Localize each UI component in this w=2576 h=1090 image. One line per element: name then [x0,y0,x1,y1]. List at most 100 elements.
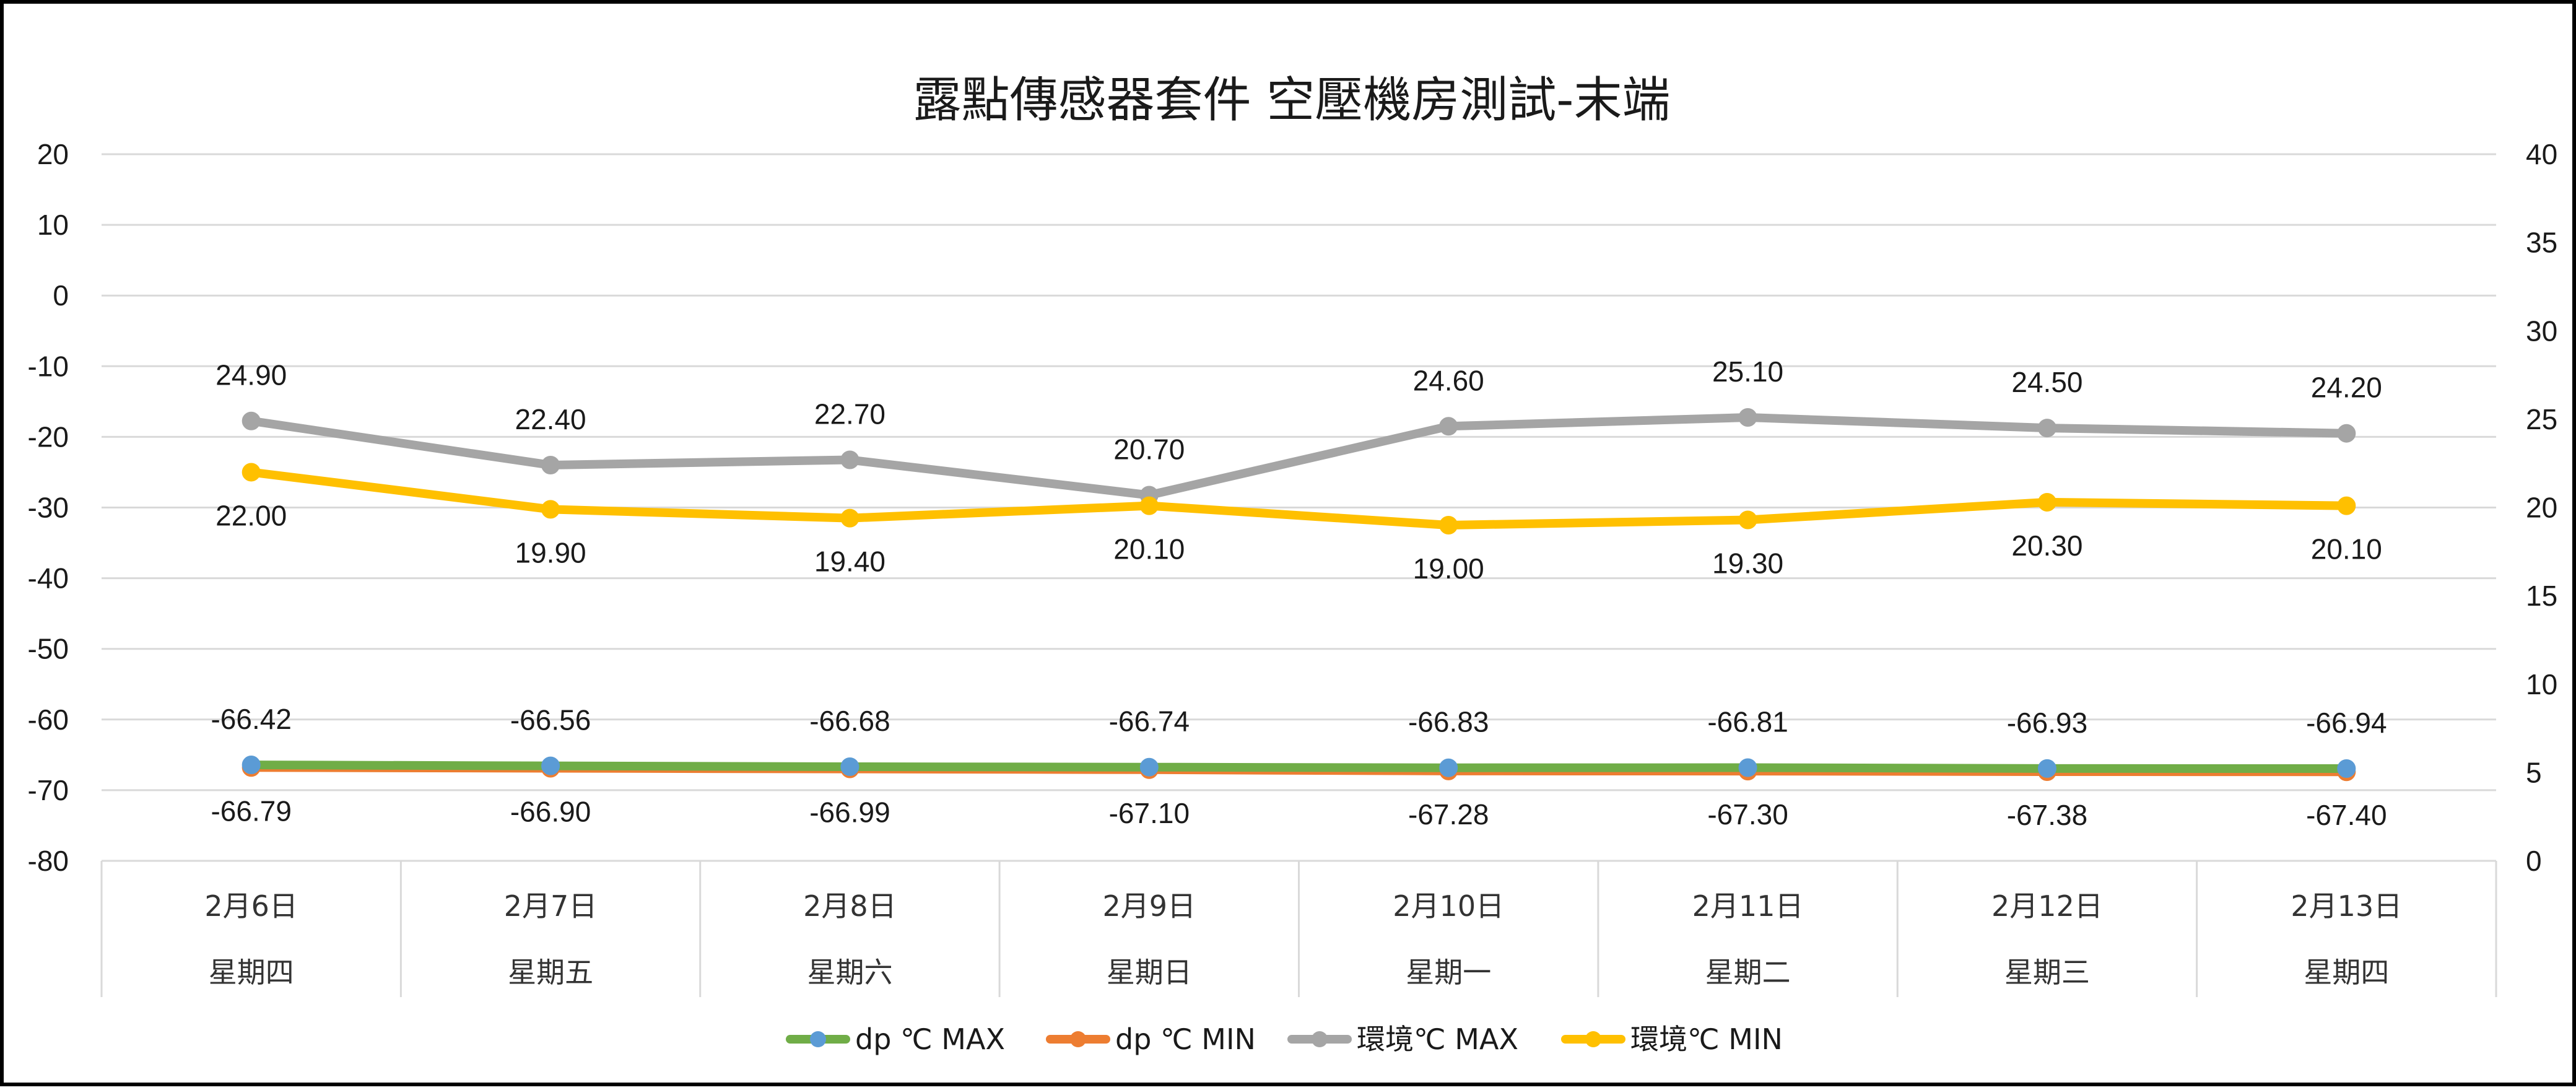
data-label: 19.30 [1712,547,1783,579]
series-line [246,413,2351,500]
category-weekday-label: 星期六 [807,956,892,989]
chart-title: 露點傳感器套件 空壓機房測試-末端 [913,72,1671,128]
right-tick-label: 0 [2526,845,2542,877]
left-tick-label: -20 [28,421,69,453]
data-point [1738,408,1757,427]
category-date-label: 2月11日 [1692,889,1804,923]
right-tick-label: 30 [2526,315,2557,347]
data-point [840,450,859,469]
data-label: 19.40 [814,546,886,578]
right-y-axis: 0 5 10 15 20 25 30 35 40 [2526,138,2557,877]
data-point [840,508,859,528]
legend-label: dp ℃ MIN [1115,1022,1256,1056]
data-point [2037,759,2056,778]
data-label: 22.00 [215,499,287,531]
data-point [2337,424,2356,443]
data-label: 24.50 [2011,366,2082,398]
data-point [242,463,261,482]
data-point [242,411,261,430]
legend-label: 環境℃ MAX [1357,1022,1518,1056]
legend-marker [1585,1031,1601,1047]
data-point [1738,510,1757,530]
data-point [541,456,560,475]
legend-marker [1312,1031,1328,1047]
left-tick-label: -50 [28,633,69,665]
left-tick-label: -10 [28,350,69,382]
right-tick-label: 15 [2526,580,2557,612]
category-weekday-label: 星期日 [1107,956,1192,989]
left-tick-label: -30 [28,492,69,524]
category-weekday-label: 星期三 [2004,956,2090,989]
data-label: -66.93 [2007,707,2087,739]
data-label: 22.70 [814,398,886,430]
data-label: 19.00 [1413,552,1484,585]
left-tick-label: 0 [53,279,69,312]
data-label: -66.79 [211,795,291,827]
right-tick-label: 40 [2526,138,2557,170]
data-label: 24.90 [215,359,287,391]
data-label: 19.90 [515,536,586,569]
category-date-label: 2月6日 [204,889,298,923]
left-tick-label: 20 [37,138,69,170]
legend-marker [810,1031,826,1047]
data-point [840,757,859,777]
data-label: 25.10 [1712,355,1783,388]
left-y-axis: -80 -70 -60 -50 -40 -30 -20 -10 0 10 20 [28,138,69,877]
category-date-label: 2月13日 [2291,889,2402,923]
data-point [541,500,560,519]
data-label: -66.94 [2306,707,2387,739]
right-tick-label: 10 [2526,668,2557,700]
data-labels: -66.42 -66.56 -66.68 -66.74 -66.83 -66.81 -66.… [211,355,2387,831]
left-tick-label: -40 [28,562,69,595]
data-label: -66.81 [1707,706,1788,738]
data-point [1439,758,1458,777]
right-tick-label: 35 [2526,227,2557,259]
category-weekday-label: 星期一 [1406,956,1491,989]
data-label: -67.10 [1109,797,1190,829]
data-label: -67.28 [1408,798,1489,831]
data-label: 20.70 [1113,434,1185,466]
series-lines [242,408,2356,782]
data-label: -66.99 [809,796,890,829]
series-line [246,468,2351,530]
data-label: -67.38 [2007,799,2087,831]
category-weekday-label: 星期四 [209,956,294,989]
right-tick-label: 25 [2526,403,2557,435]
data-point [1738,758,1757,777]
data-label: 24.60 [1413,364,1484,396]
gridlines [102,153,2496,791]
data-label: 20.10 [2311,533,2382,565]
left-tick-label: 10 [37,209,69,241]
data-point [1439,516,1458,535]
category-date-label: 2月10日 [1393,889,1504,923]
data-label: 20.10 [1113,533,1185,565]
data-label: 20.30 [2011,530,2082,562]
data-label: -66.68 [809,705,890,737]
category-weekday-label: 星期二 [1705,956,1791,989]
category-date-label: 2月7日 [504,889,598,923]
data-point [1439,417,1458,436]
right-tick-label: 5 [2526,756,2542,788]
data-point [242,756,261,775]
data-point [541,756,560,775]
data-label: -66.90 [510,796,591,828]
left-tick-label: -80 [28,845,69,877]
left-tick-label: -60 [28,704,69,736]
data-label: -66.56 [510,704,591,736]
series-line [246,761,2351,773]
category-weekday-label: 星期四 [2304,956,2389,989]
legend-label: dp ℃ MAX [855,1022,1005,1056]
right-tick-label: 20 [2526,492,2557,524]
data-label: -66.42 [211,703,291,735]
data-label: -67.40 [2306,799,2387,831]
data-point [2037,419,2056,438]
data-label: 22.40 [515,403,586,435]
data-point [1139,757,1159,777]
data-point [1139,496,1159,515]
left-tick-label: -70 [28,774,69,806]
legend-marker [1070,1031,1086,1047]
category-date-label: 2月8日 [803,889,897,923]
